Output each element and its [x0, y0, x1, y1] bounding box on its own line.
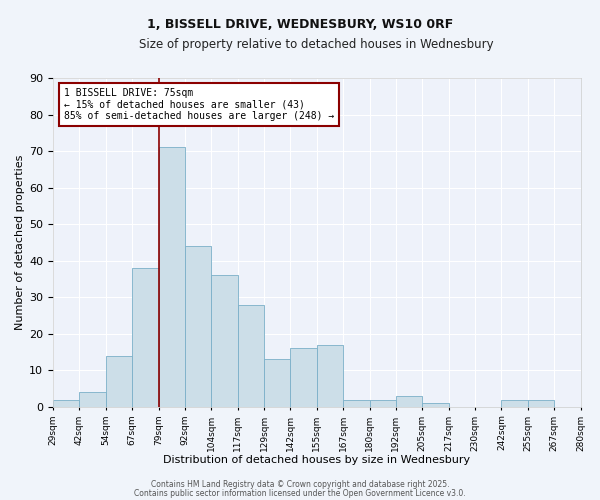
Title: Size of property relative to detached houses in Wednesbury: Size of property relative to detached ho… [139, 38, 494, 51]
Bar [79, 392, 106, 407]
Bar [211, 276, 238, 407]
Y-axis label: Number of detached properties: Number of detached properties [15, 155, 25, 330]
Bar [264, 360, 290, 407]
Bar [53, 400, 79, 407]
Bar [370, 400, 396, 407]
Text: Contains HM Land Registry data © Crown copyright and database right 2025.: Contains HM Land Registry data © Crown c… [151, 480, 449, 489]
Bar [158, 148, 185, 407]
Bar [290, 348, 317, 407]
Bar [528, 400, 554, 407]
Bar [317, 344, 343, 407]
X-axis label: Distribution of detached houses by size in Wednesbury: Distribution of detached houses by size … [163, 455, 470, 465]
Bar [238, 304, 264, 407]
Bar [185, 246, 211, 407]
Bar [396, 396, 422, 407]
Bar [132, 268, 158, 407]
Bar [502, 400, 528, 407]
Text: Contains public sector information licensed under the Open Government Licence v3: Contains public sector information licen… [134, 488, 466, 498]
Bar [106, 356, 132, 407]
Text: 1 BISSELL DRIVE: 75sqm
← 15% of detached houses are smaller (43)
85% of semi-det: 1 BISSELL DRIVE: 75sqm ← 15% of detached… [64, 88, 334, 121]
Bar [343, 400, 370, 407]
Bar [422, 403, 449, 407]
Text: 1, BISSELL DRIVE, WEDNESBURY, WS10 0RF: 1, BISSELL DRIVE, WEDNESBURY, WS10 0RF [147, 18, 453, 30]
